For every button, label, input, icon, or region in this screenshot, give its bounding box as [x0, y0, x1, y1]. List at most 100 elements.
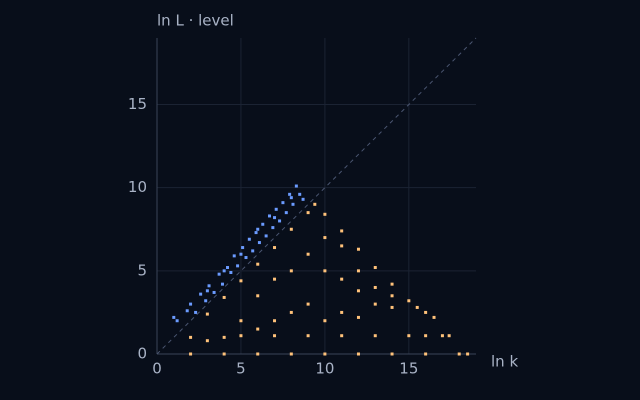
point: [273, 319, 277, 323]
point: [390, 352, 394, 356]
point: [390, 294, 394, 298]
point: [273, 277, 277, 281]
point: [415, 305, 419, 309]
point: [323, 212, 327, 216]
point: [256, 294, 260, 298]
point: [313, 202, 317, 206]
y-tick-label: 0: [137, 345, 147, 363]
point: [407, 299, 411, 303]
point: [457, 352, 461, 356]
point: [323, 319, 327, 323]
point: [199, 292, 203, 296]
point: [440, 334, 444, 338]
point: [205, 289, 209, 293]
point: [256, 327, 260, 331]
point: [356, 352, 360, 356]
diagonal: [156, 37, 477, 355]
point: [251, 249, 255, 253]
point: [289, 352, 293, 356]
point: [185, 309, 189, 313]
point: [373, 266, 377, 270]
point: [239, 319, 243, 323]
point: [267, 214, 271, 218]
point: [340, 244, 344, 248]
point: [281, 201, 285, 205]
point: [407, 334, 411, 338]
y-tick-label: 15: [128, 95, 147, 113]
point: [239, 279, 243, 283]
point: [301, 197, 305, 201]
point: [323, 269, 327, 273]
point: [273, 334, 277, 338]
point: [373, 302, 377, 306]
point: [172, 315, 176, 319]
point: [254, 231, 258, 235]
y-tick-label: 5: [137, 261, 147, 279]
point: [424, 334, 428, 338]
point: [340, 277, 344, 281]
point: [432, 315, 436, 319]
point: [212, 290, 216, 294]
point: [271, 226, 275, 230]
point: [289, 196, 293, 200]
point: [323, 236, 327, 240]
point: [306, 334, 310, 338]
point: [239, 252, 243, 256]
x-tick-label: 15: [399, 360, 418, 378]
point: [373, 334, 377, 338]
point: [306, 302, 310, 306]
point: [356, 315, 360, 319]
point: [289, 269, 293, 273]
point: [294, 184, 298, 188]
point: [189, 335, 193, 339]
y-tick-label: 10: [128, 178, 147, 196]
point: [424, 352, 428, 356]
point: [289, 227, 293, 231]
x-axis-label: ln k: [491, 353, 518, 371]
point: [356, 247, 360, 251]
point: [189, 302, 193, 306]
point: [256, 262, 260, 266]
x-tick-label: 5: [236, 360, 246, 378]
point: [390, 282, 394, 286]
point: [204, 299, 208, 303]
point: [289, 310, 293, 314]
point: [217, 272, 221, 276]
point: [256, 227, 260, 231]
y-axis-label: ln L · level: [157, 12, 234, 30]
point: [273, 216, 277, 220]
point: [207, 284, 211, 288]
point: [229, 271, 233, 275]
point: [236, 264, 240, 268]
point: [284, 211, 288, 215]
point: [288, 192, 292, 196]
point: [220, 282, 224, 286]
x-tick-label: 10: [315, 360, 334, 378]
point: [226, 266, 230, 270]
point: [222, 269, 226, 273]
point: [340, 310, 344, 314]
point: [205, 339, 209, 343]
point: [175, 319, 179, 323]
point: [340, 229, 344, 233]
point: [244, 256, 248, 260]
point: [298, 192, 302, 196]
point: [306, 252, 310, 256]
point: [261, 222, 265, 226]
point: [222, 295, 226, 299]
point: [340, 334, 344, 338]
point: [373, 285, 377, 289]
point: [241, 246, 245, 250]
point: [274, 207, 278, 211]
point: [205, 312, 209, 316]
point: [247, 237, 251, 241]
point: [239, 334, 243, 338]
point: [291, 202, 295, 206]
point: [424, 310, 428, 314]
x-tick-label: 0: [152, 360, 162, 378]
point: [232, 254, 236, 258]
point: [264, 234, 268, 238]
point: [256, 352, 260, 356]
